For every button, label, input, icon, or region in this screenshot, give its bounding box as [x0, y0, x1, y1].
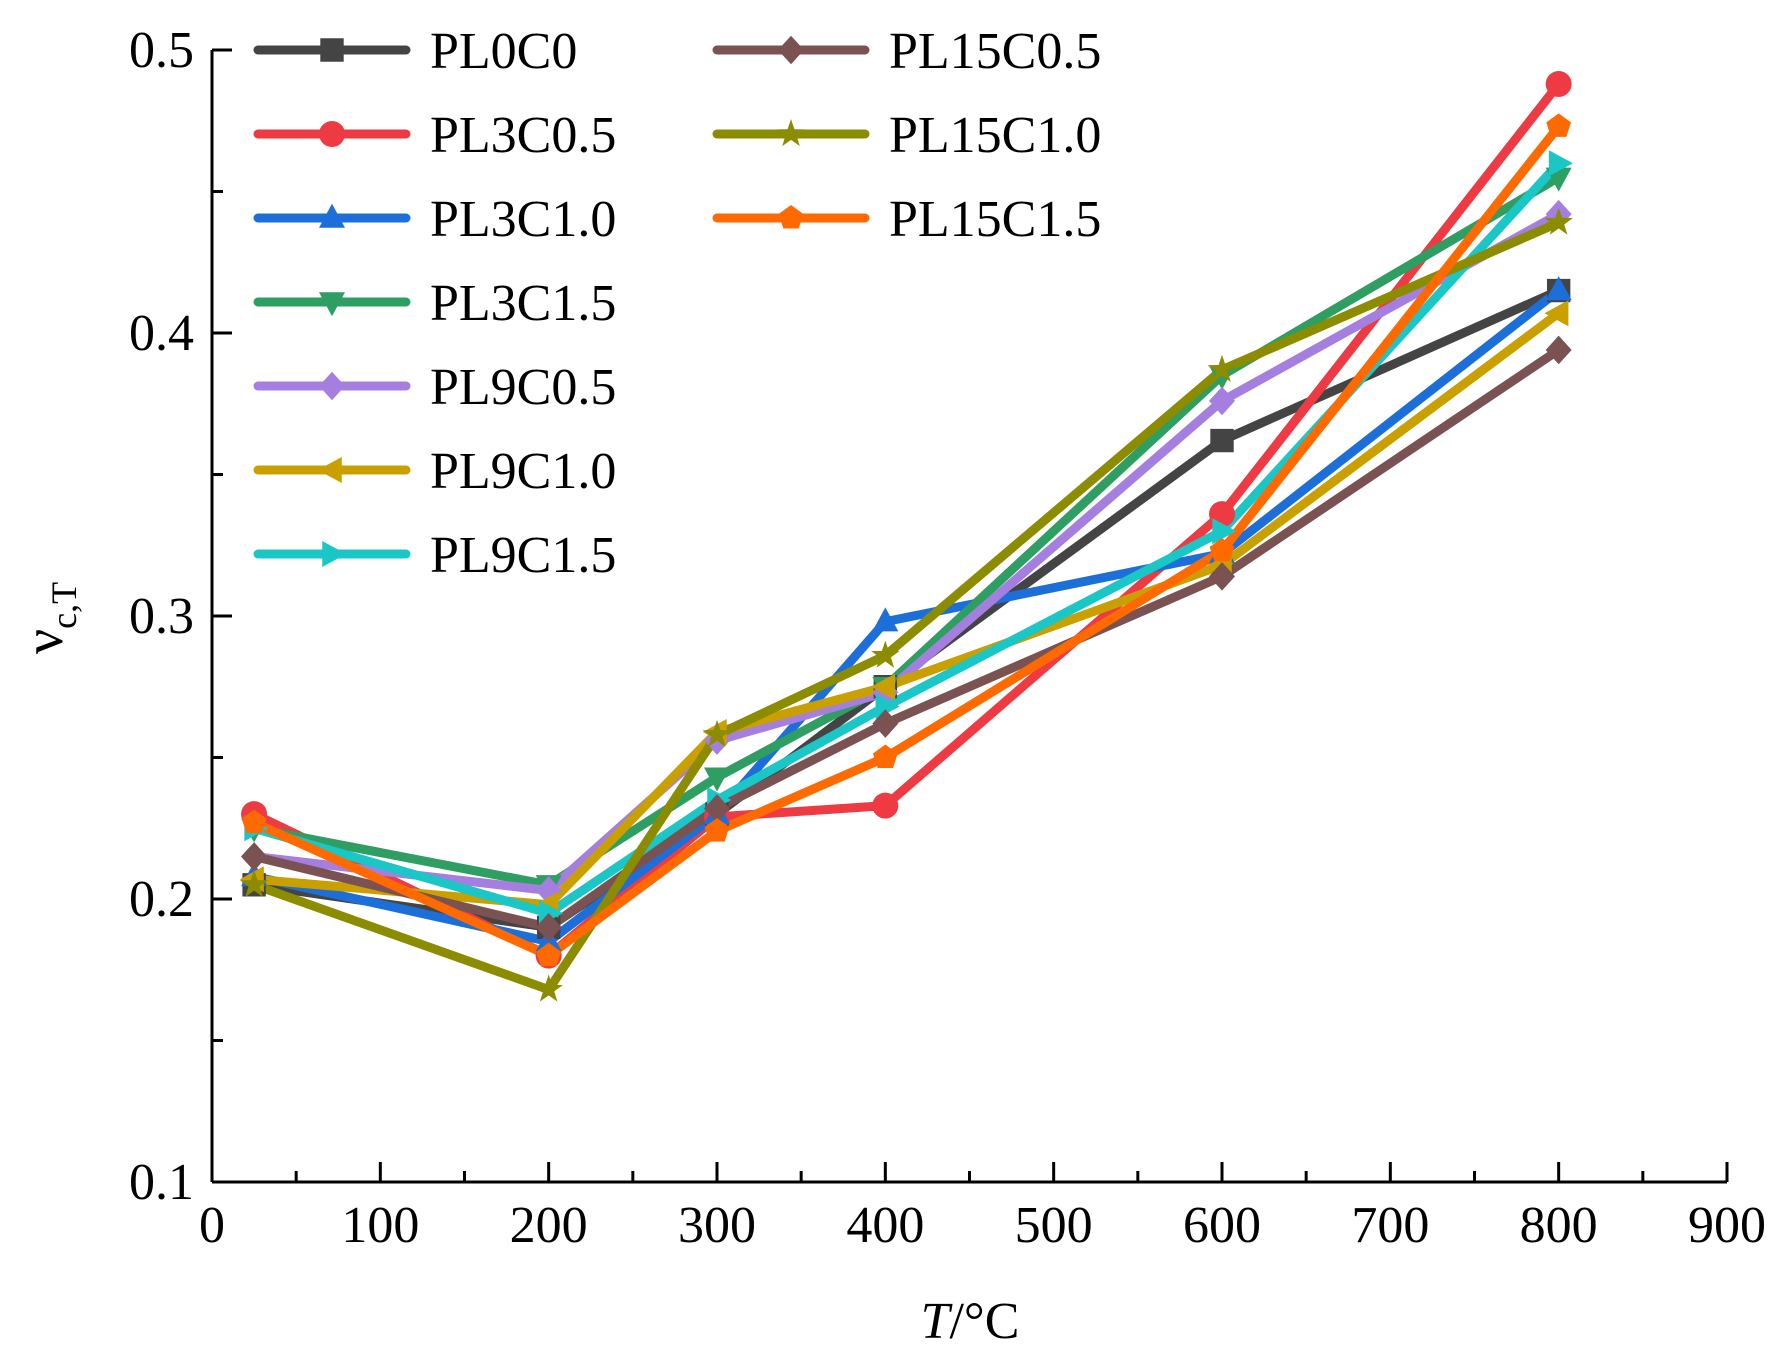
series-line-PL15C0.5	[249, 345, 1564, 932]
y-tick-label: 0.5	[129, 22, 194, 79]
legend-label: PL3C0.5	[430, 107, 616, 164]
legend-swatch-marker	[322, 541, 347, 567]
x-tick-label: 900	[1688, 1197, 1766, 1254]
legend-label: PL9C0.5	[430, 359, 616, 416]
legend-label: PL15C1.0	[889, 107, 1101, 164]
tick-labels: 0 100 200 300 400 500 600 700 800 900 0.1 0.2 0.3 0.4…	[129, 22, 1766, 1254]
legend-item-PL15C1.5: PL15C1.5	[712, 191, 1101, 248]
legend-swatch-marker	[778, 205, 804, 229]
plot-lines	[249, 79, 1564, 995]
y-tick-label: 0.1	[129, 1154, 194, 1211]
legend-item-PL3C1.0: PL3C1.0	[253, 191, 616, 248]
legend-item-PL9C1.5: PL9C1.5	[253, 527, 616, 584]
legend-item-PL9C1.0: PL9C1.0	[253, 443, 616, 500]
data-point-PL15C1.0-300	[702, 719, 732, 747]
data-point-PL9C1.5-600	[1212, 518, 1237, 545]
legend-item-PL3C1.5: PL3C1.5	[253, 275, 616, 332]
data-point-PL15C1.0-200	[534, 974, 563, 1002]
legend-label: PL9C1.5	[430, 527, 616, 584]
x-tick-label: 500	[1015, 1197, 1093, 1254]
data-point-PL15C0.5-300	[704, 794, 730, 823]
x-axis-label-unit: /°C	[949, 1293, 1019, 1350]
data-point-PL15C1.0-400	[871, 640, 900, 668]
legend-item-PL0C0: PL0C0	[253, 23, 577, 80]
y-tick-label: 0.2	[129, 871, 194, 928]
x-tick-label: 400	[846, 1197, 924, 1254]
legend: PL0C0 PL3C0.5 PL3C1.0 PL3C1.5 PL9C0.5 PL9C1.0…	[253, 23, 1101, 584]
data-point-PL15C0.5-800	[1545, 335, 1572, 365]
x-tick-label: 600	[1183, 1197, 1261, 1254]
legend-label: PL3C1.0	[430, 191, 616, 248]
data-point-PL15C1.5-25	[241, 809, 267, 834]
x-axis-label-italic: T	[921, 1293, 953, 1350]
data-point-PL9C1.5-800	[1548, 150, 1573, 177]
data-point-PL3C1.5-600	[1209, 365, 1235, 390]
series-line-PL9C1.5	[249, 158, 1564, 918]
data-point-PL15C1.0-600	[1207, 354, 1237, 382]
legend-swatch-marker	[319, 203, 345, 228]
data-point-PL15C1.5-300	[704, 818, 730, 842]
data-point-PL9C1.0-400	[871, 673, 896, 700]
legend-label: PL0C0	[430, 23, 577, 80]
data-point-PL3C1.0-400	[872, 607, 899, 632]
data-point-PL9C0.5-600	[1209, 386, 1235, 416]
legend-label: PL15C1.5	[889, 191, 1101, 248]
data-point-PL15C1.5-600	[1209, 537, 1235, 562]
data-point-PL3C1.0-800	[1545, 276, 1572, 301]
legend-swatch-marker	[317, 457, 342, 483]
data-point-PL9C1.0-800	[1544, 300, 1569, 327]
x-tick-label: 0	[199, 1197, 225, 1254]
legend-swatch-marker	[319, 371, 345, 401]
x-tick-label: 200	[510, 1197, 588, 1254]
legend-item-PL3C0.5: PL3C0.5	[253, 107, 616, 164]
legend-swatch-marker	[320, 38, 344, 62]
legend-swatch-marker	[319, 121, 345, 147]
legend-item-PL9C0.5: PL9C0.5	[253, 359, 616, 416]
x-tick-label: 100	[341, 1197, 419, 1254]
x-tick-label: 300	[678, 1197, 756, 1254]
x-axis-label: T/°C	[921, 1293, 1020, 1350]
data-point-PL0C0-600	[1210, 428, 1234, 453]
series-line-PL9C0.5	[249, 209, 1564, 895]
x-tick-label: 700	[1351, 1197, 1429, 1254]
legend-swatch-marker	[776, 119, 806, 147]
data-point-PL15C1.0-800	[1544, 207, 1573, 235]
series-line-PL15C1.0	[249, 218, 1564, 995]
legend-label: PL15C0.5	[889, 23, 1101, 80]
y-axis-label: νc,T	[13, 582, 84, 654]
data-point-PL9C1.5-400	[875, 693, 900, 720]
data-point-PL15C1.5-400	[872, 744, 898, 769]
axes	[210, 48, 1729, 1184]
legend-item-PL15C1.0: PL15C1.0	[712, 107, 1101, 164]
legend-label: PL9C1.0	[430, 443, 616, 500]
legend-item-PL15C0.5: PL15C0.5	[712, 23, 1101, 80]
y-tick-label: 0.3	[129, 588, 194, 645]
data-point-PL15C0.5-400	[872, 709, 899, 738]
y-axis-label-sub: c,T	[44, 582, 84, 629]
data-point-PL3C0.5-400	[872, 792, 899, 819]
legend-swatch-marker	[319, 292, 345, 317]
data-point-PL15C1.5-800	[1546, 113, 1572, 137]
legend-swatch-marker	[778, 35, 804, 65]
x-tick-label: 800	[1520, 1197, 1598, 1254]
data-point-PL15C1.5-200	[536, 942, 562, 967]
data-point-PL15C0.5-25	[241, 842, 268, 871]
y-tick-label: 0.4	[129, 305, 194, 362]
data-point-PL15C0.5-200	[535, 913, 562, 942]
legend-label: PL3C1.5	[430, 275, 616, 332]
series-line-PL15C1.5	[249, 121, 1564, 961]
data-point-PL3C0.5-800	[1545, 70, 1572, 97]
data-point-PL15C1.0-25	[239, 869, 269, 897]
data-point-PL3C1.5-300	[704, 767, 730, 792]
y-axis-label-main: ν	[13, 629, 75, 654]
